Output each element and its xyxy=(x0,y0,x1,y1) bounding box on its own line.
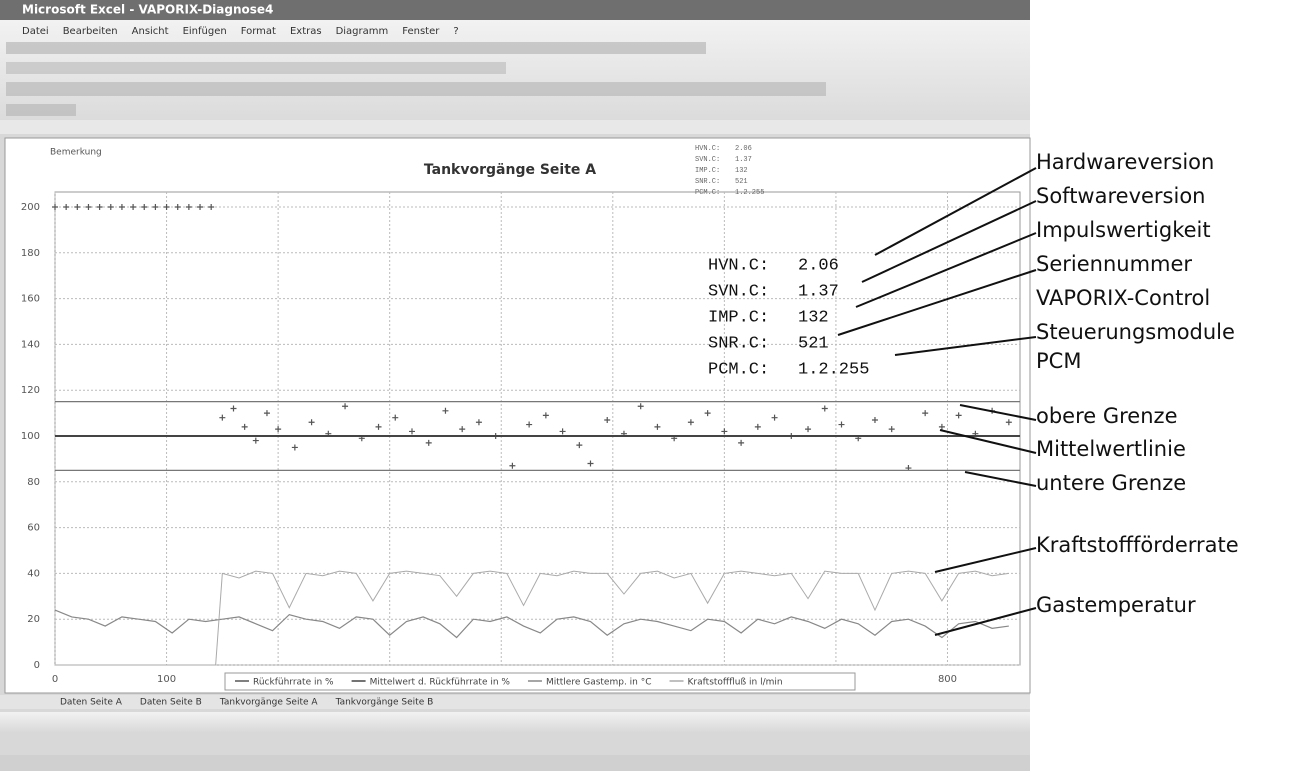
info-value: 1.37 xyxy=(735,156,752,164)
callout-value: 1.2.255 xyxy=(798,360,869,379)
y-tick-label: 160 xyxy=(21,294,40,305)
window-title: Microsoft Excel - VAPORIX-Diagnose4 xyxy=(22,3,273,17)
annotation: Kraftstoffförderrate xyxy=(1036,533,1239,557)
annotation: PCM xyxy=(1036,349,1081,373)
sheet-tab[interactable]: Daten Seite B xyxy=(140,698,202,708)
legend-entry: Mittlere Gastemp. in °C xyxy=(546,678,652,688)
annotation: Seriennummer xyxy=(1036,252,1192,276)
sheet-tab[interactable]: Tankvorgänge Seite B xyxy=(335,698,434,708)
callout-key: HVN.C: xyxy=(708,256,769,275)
sheet-tab[interactable]: Daten Seite A xyxy=(60,698,123,708)
info-key: PCM.C: xyxy=(695,189,720,197)
column-header xyxy=(0,120,1030,134)
status-bar xyxy=(0,755,1030,771)
callout-value: 521 xyxy=(798,334,829,353)
sheet-tab[interactable]: Tankvorgänge Seite A xyxy=(219,698,319,708)
annotation: Impulswertigkeit xyxy=(1036,218,1211,242)
info-value: 521 xyxy=(735,178,748,186)
y-tick-label: 0 xyxy=(34,660,40,671)
x-tick-label: 800 xyxy=(938,674,957,685)
info-value: 132 xyxy=(735,167,748,175)
info-key: IMP.C: xyxy=(695,167,720,175)
callout-value: 1.37 xyxy=(798,282,839,301)
info-value: 1.2.255 xyxy=(735,189,764,197)
legend-entry: Mittelwert d. Rückführrate in % xyxy=(370,678,511,688)
plot-area xyxy=(55,192,1020,665)
x-tick-label: 100 xyxy=(157,674,176,685)
callout-key: PCM.C: xyxy=(708,360,769,379)
callout-key: SNR.C: xyxy=(708,334,769,353)
annotation: Softwareversion xyxy=(1036,184,1206,208)
annotation: Hardwareversion xyxy=(1036,150,1214,174)
menu-item[interactable]: Datei xyxy=(22,26,49,37)
y-tick-label: 200 xyxy=(21,202,40,213)
callout-value: 2.06 xyxy=(798,256,839,275)
y-tick-label: 180 xyxy=(21,248,40,259)
y-tick-label: 20 xyxy=(27,614,40,625)
callout-key: IMP.C: xyxy=(708,308,769,327)
menu-item[interactable]: Diagramm xyxy=(336,26,389,37)
annotation: obere Grenze xyxy=(1036,404,1177,428)
y-tick-label: 120 xyxy=(21,385,40,396)
annotation: Gastemperatur xyxy=(1036,593,1196,617)
callout-key: SVN.C: xyxy=(708,282,769,301)
x-tick-label: 0 xyxy=(52,674,58,685)
y-tick-label: 40 xyxy=(27,568,40,579)
menu-item[interactable]: Format xyxy=(241,26,276,37)
annotation: VAPORIX-Control xyxy=(1036,286,1210,310)
info-key: SVN.C: xyxy=(695,156,720,164)
y-tick-label: 80 xyxy=(27,477,40,488)
screenshot: Microsoft Excel - VAPORIX-Diagnose4 Beme… xyxy=(0,0,1299,771)
menu-item[interactable]: Fenster xyxy=(402,26,440,37)
menu-item[interactable]: Einfügen xyxy=(183,26,227,37)
chart-title: Tankvorgänge Seite A xyxy=(424,162,596,178)
y-tick-label: 100 xyxy=(21,431,40,442)
y-tick-label: 140 xyxy=(21,339,40,350)
annotation: Mittelwertlinie xyxy=(1036,437,1186,461)
menu-item[interactable]: ? xyxy=(453,26,458,37)
info-value: 2.06 xyxy=(735,145,752,153)
y-tick-label: 60 xyxy=(27,523,40,534)
menu-item[interactable]: Extras xyxy=(290,26,322,37)
legend-entry: Kraftstofffluß in l/min xyxy=(688,678,783,688)
menu-item[interactable]: Bearbeiten xyxy=(63,26,118,37)
annotation: untere Grenze xyxy=(1036,471,1186,495)
legend-entry: Rückführrate in % xyxy=(253,678,334,688)
chart-note: Bemerkung xyxy=(50,148,102,158)
page: {"window":{"title":"Microsoft Excel - VA… xyxy=(0,0,1299,771)
info-key: HVN.C: xyxy=(695,145,720,153)
menu-item[interactable]: Ansicht xyxy=(132,26,169,37)
info-key: SNR.C: xyxy=(695,178,720,186)
callout-value: 132 xyxy=(798,308,829,327)
annotation: Steuerungsmodule xyxy=(1036,320,1235,344)
drawing-toolbar xyxy=(0,712,1030,732)
